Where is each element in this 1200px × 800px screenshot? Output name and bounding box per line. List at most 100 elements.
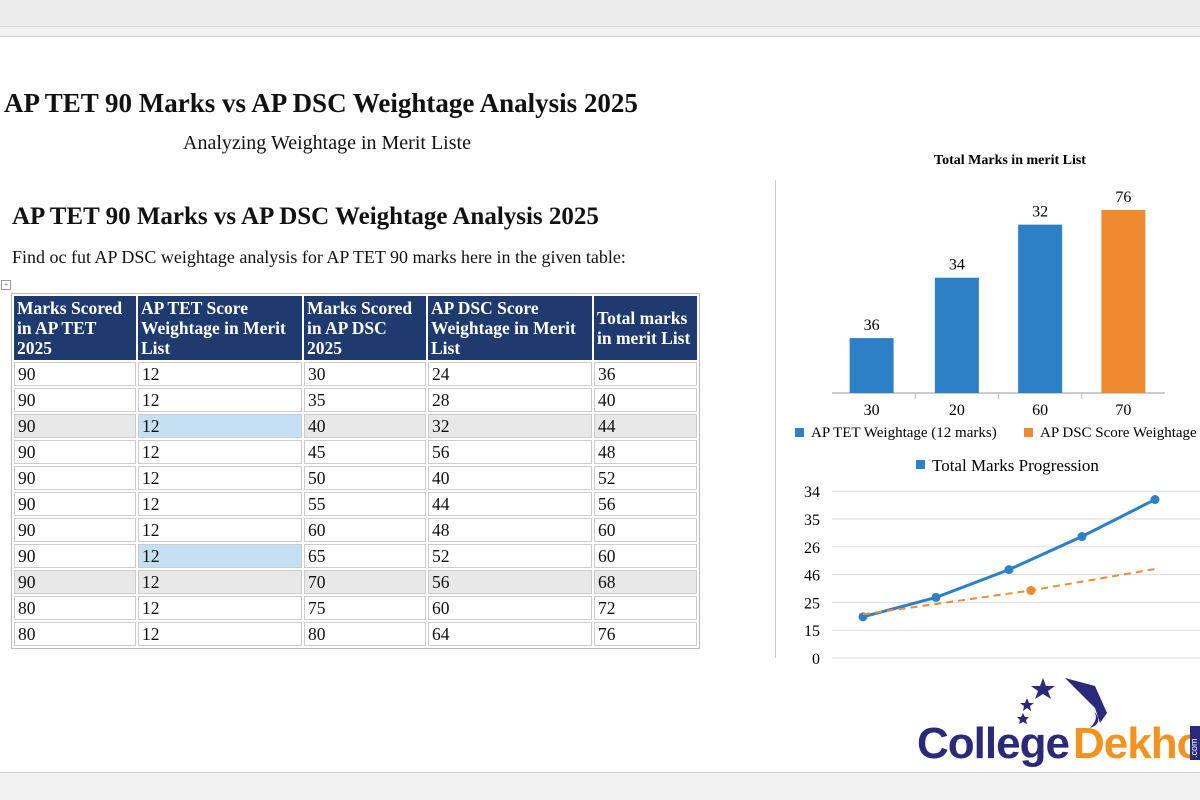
table-cell[interactable]: 60 <box>594 544 697 568</box>
bar-chart-title: Total Marks in merit List <box>934 153 1086 168</box>
logo-graphic: College Dekho .com <box>917 678 1200 768</box>
bar <box>1101 210 1146 393</box>
table-cell[interactable]: 68 <box>594 570 697 594</box>
table-cell[interactable]: 44 <box>428 492 592 516</box>
table-cell[interactable]: 60 <box>428 596 592 620</box>
bar-data-label: 32 <box>1032 204 1048 221</box>
column-header: Marks Scored in AP TET 2025 <box>14 296 136 360</box>
legend-label: AP DSC Score Weightage <box>1040 425 1197 441</box>
column-divider <box>775 180 776 658</box>
table-cell[interactable]: 75 <box>304 596 426 620</box>
table-cell[interactable]: 12 <box>138 596 302 620</box>
table-cell[interactable]: 12 <box>138 388 302 412</box>
table-cell[interactable]: 12 <box>138 414 302 438</box>
table-cell[interactable]: 80 <box>14 596 136 620</box>
table-cell[interactable]: 80 <box>14 622 136 646</box>
bar-data-label: 76 <box>1115 189 1131 206</box>
table-cell[interactable]: 35 <box>304 388 426 412</box>
table-row: 90 12 65 52 60 <box>14 544 697 568</box>
table-cell[interactable]: 56 <box>594 492 697 516</box>
table-cell[interactable]: 76 <box>594 622 697 646</box>
table-cell[interactable]: 12 <box>138 466 302 490</box>
legend-swatch <box>916 460 925 469</box>
table-cell[interactable]: 12 <box>138 492 302 516</box>
table-row: 90 12 55 44 56 <box>14 492 697 516</box>
table-cell[interactable]: 90 <box>14 388 136 412</box>
collegedekho-logo: College Dekho .com <box>915 668 1200 768</box>
table-cell[interactable]: 48 <box>594 440 697 464</box>
table-row: 90 12 35 28 40 <box>14 388 697 412</box>
table-cell[interactable]: 90 <box>14 544 136 568</box>
table-cell[interactable]: 12 <box>138 362 302 386</box>
table-row: 90 12 40 32 44 <box>14 414 697 438</box>
data-point <box>1026 585 1036 595</box>
legend-label: AP TET Weightage (12 marks) <box>811 425 997 441</box>
table-cell[interactable]: 48 <box>428 518 592 542</box>
table-cell[interactable]: 90 <box>14 440 136 464</box>
table-cell[interactable]: 72 <box>594 596 697 620</box>
svg-text:Dekho: Dekho <box>1073 719 1200 768</box>
table-cell[interactable]: 12 <box>138 622 302 646</box>
table-cell[interactable]: 52 <box>428 544 592 568</box>
table-cell[interactable]: 44 <box>594 414 697 438</box>
x-tick-label: 20 <box>949 402 965 419</box>
page-title: AP TET 90 Marks vs AP DSC Weightage Anal… <box>4 88 638 118</box>
table-cell[interactable]: 60 <box>304 518 426 542</box>
table-cell[interactable]: 40 <box>594 388 697 412</box>
page-subtitle: Analyzing Weightage in Merit Liste <box>183 132 471 154</box>
y-tick-label: 34 <box>804 484 820 501</box>
table-row: 90 12 60 48 60 <box>14 518 697 542</box>
data-point <box>931 592 941 602</box>
table-cell[interactable]: 40 <box>428 466 592 490</box>
data-point <box>1004 565 1014 575</box>
table-cell[interactable]: 45 <box>304 440 426 464</box>
bar-data-label: 34 <box>949 257 965 274</box>
table-cell[interactable]: 65 <box>304 544 426 568</box>
table-move-handle-icon[interactable]: + <box>1 280 11 290</box>
y-tick-label: 15 <box>804 623 820 640</box>
table-cell[interactable]: 90 <box>14 414 136 438</box>
table-cell[interactable]: 60 <box>594 518 697 542</box>
y-tick-label: 25 <box>804 595 820 612</box>
table-cell[interactable]: 12 <box>138 440 302 464</box>
table-cell[interactable]: 90 <box>14 570 136 594</box>
table-cell[interactable]: 50 <box>304 466 426 490</box>
table-cell[interactable]: 56 <box>428 570 592 594</box>
x-tick-label: 70 <box>1115 402 1131 419</box>
top-bar <box>0 0 1200 27</box>
y-tick-label: 0 <box>812 651 820 668</box>
table-cell[interactable]: 24 <box>428 362 592 386</box>
table-cell[interactable]: 12 <box>138 570 302 594</box>
y-tick-label: 35 <box>804 512 820 529</box>
table-cell[interactable]: 90 <box>14 518 136 542</box>
table-cell[interactable]: 30 <box>304 362 426 386</box>
table-cell[interactable]: 36 <box>594 362 697 386</box>
table-cell[interactable]: 55 <box>304 492 426 516</box>
legend-label: Total Marks Progression <box>932 456 1099 475</box>
svg-text:.com: .com <box>1189 738 1199 758</box>
table-cell[interactable]: 32 <box>428 414 592 438</box>
table-cell[interactable]: 40 <box>304 414 426 438</box>
table-cell[interactable]: 28 <box>428 388 592 412</box>
data-point <box>1077 532 1087 542</box>
series-line <box>862 498 1156 619</box>
table-cell[interactable]: 90 <box>14 492 136 516</box>
table-cell[interactable]: 52 <box>594 466 697 490</box>
x-tick-label: 30 <box>864 402 880 419</box>
column-header: Marks Scored in AP DSC 2025 <box>304 296 426 360</box>
series-line <box>862 568 1156 616</box>
column-header: Total marks in merit List <box>594 296 697 360</box>
table-cell[interactable]: 12 <box>138 544 302 568</box>
table-cell[interactable]: 90 <box>14 466 136 490</box>
table-cell[interactable]: 80 <box>304 622 426 646</box>
table-row: 80 12 80 64 76 <box>14 622 697 646</box>
bar-data-label: 36 <box>864 317 880 334</box>
table-cell[interactable]: 90 <box>14 362 136 386</box>
table-cell[interactable]: 64 <box>428 622 592 646</box>
table-cell[interactable]: 70 <box>304 570 426 594</box>
column-header: AP DSC Score Weightage in Merit List <box>428 296 592 360</box>
table-cell[interactable]: 56 <box>428 440 592 464</box>
table-cell[interactable]: 12 <box>138 518 302 542</box>
y-tick-label: 26 <box>804 540 820 557</box>
